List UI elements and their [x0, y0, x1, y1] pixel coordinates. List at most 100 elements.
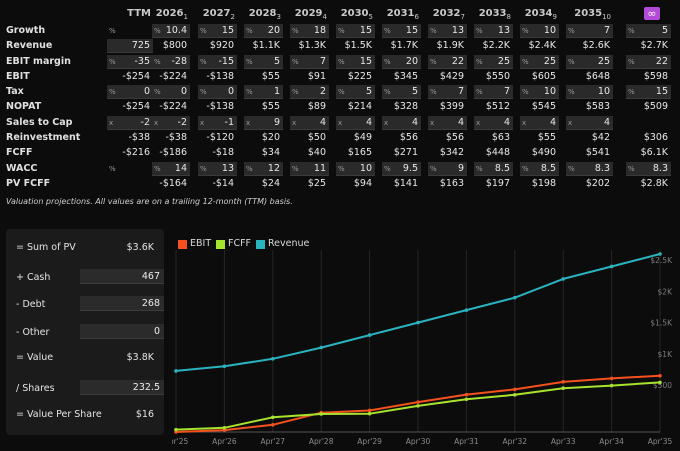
input-cell[interactable]: % 8.3 — [566, 161, 613, 176]
value-cell: $91 — [290, 70, 329, 84]
input-cell[interactable]: % 0 — [107, 85, 153, 100]
value-cell: $490 — [520, 146, 559, 160]
cell-value: 9.5 — [402, 162, 418, 174]
table-row: Tax% 0% 0% 0% 1% 2% 5% 5% 7% 7% 10% 10% 15 — [0, 85, 680, 100]
projection-table: TTM 20261 20272 20283 20294 20305 20316 20327 20… — [0, 6, 680, 192]
input-cell[interactable]: % 5 — [382, 85, 421, 100]
unit-label: % — [522, 57, 529, 66]
input-cell[interactable]: % -28 — [152, 54, 190, 69]
input-cell[interactable]: % 11 — [290, 161, 329, 176]
input-cell[interactable]: % 9.5 — [382, 161, 421, 176]
input-cell[interactable]: % 22 — [428, 54, 467, 69]
input-cell[interactable]: % 5 — [626, 24, 671, 38]
value-cell: $55 — [520, 131, 559, 145]
data-point-fcff — [513, 393, 517, 397]
cell-value: $56 — [445, 132, 464, 144]
input-cell[interactable]: % 8.3 — [626, 161, 671, 176]
input-cell[interactable]: % 13 — [428, 24, 467, 38]
summary-input[interactable]: 232.5 — [80, 380, 164, 395]
input-cell[interactable]: % 15 — [626, 85, 671, 100]
input-cell[interactable]: % 0 — [198, 85, 237, 100]
input-cell[interactable]: % -35 — [107, 54, 153, 69]
value-cell: $509 — [626, 100, 671, 114]
value-cell: $2.6K — [566, 39, 613, 53]
input-cell[interactable]: % 0 — [152, 85, 190, 100]
input-cell[interactable]: % 15 — [382, 24, 421, 38]
table-caption: Valuation projections. All values are on… — [6, 197, 293, 206]
input-cell[interactable]: % 8.5 — [520, 161, 559, 176]
input-cell[interactable]: % 10 — [520, 24, 559, 38]
cell-value: $509 — [643, 101, 668, 113]
column-header: 20316 — [387, 8, 419, 21]
cell-value: -$216 — [122, 147, 150, 159]
input-cell[interactable]: % 15 — [336, 24, 375, 38]
value-cell: $198 — [520, 177, 559, 191]
input-cell[interactable]: % 1 — [244, 85, 283, 100]
unit-label: x — [476, 118, 481, 127]
column-header-label: 2026 — [155, 8, 184, 19]
input-cell[interactable]: % 7 — [566, 24, 613, 38]
cell-value: 20 — [405, 55, 418, 67]
cell-value: 8.3 — [652, 162, 668, 174]
input-cell[interactable]: 725 — [107, 39, 153, 54]
unit-label: % — [154, 164, 161, 173]
x-tick-label: Apr'25 — [172, 437, 189, 446]
input-cell[interactable]: % 8.5 — [474, 161, 513, 176]
data-point-revenue — [174, 369, 178, 373]
input-cell[interactable]: % 5 — [336, 85, 375, 100]
unit-label: % — [246, 57, 253, 66]
input-cell[interactable]: % 15 — [336, 54, 375, 69]
cell-value: 1 — [273, 86, 280, 98]
table-row: EBIT -$254 -$224 -$138 $55 $91 $225 $345 $429 $55… — [0, 70, 680, 85]
input-cell[interactable]: % 10 — [520, 85, 559, 100]
value-cell: $800 — [152, 39, 190, 53]
unit-label: % — [628, 27, 635, 35]
input-cell[interactable]: x -1 — [198, 115, 237, 130]
input-cell[interactable]: % 13 — [474, 24, 513, 38]
input-cell[interactable]: % -15 — [198, 54, 237, 69]
input-cell[interactable]: % 9 — [428, 161, 467, 176]
summary-input[interactable]: 467 — [80, 269, 164, 284]
input-cell[interactable]: % 7 — [428, 85, 467, 100]
input-cell[interactable]: % 2 — [290, 85, 329, 100]
cell-value: -$38 — [165, 132, 187, 144]
value-cell: $2.2K — [474, 39, 513, 53]
summary-value: $3.6K — [126, 242, 154, 253]
input-cell[interactable]: % 5 — [244, 54, 283, 69]
input-cell[interactable]: % 15 — [198, 24, 237, 38]
input-cell[interactable]: % 18 — [290, 24, 329, 38]
input-cell[interactable]: % 12 — [244, 161, 283, 176]
input-cell[interactable]: % 13 — [198, 161, 237, 176]
cell-value: 15 — [359, 25, 372, 36]
input-cell[interactable]: % 7 — [474, 85, 513, 100]
input-cell[interactable]: % 25 — [520, 54, 559, 69]
cell-value: $648 — [585, 70, 610, 82]
input-cell[interactable]: % 10 — [336, 161, 375, 176]
input-cell[interactable]: % 7 — [290, 54, 329, 69]
cell-value: 8.5 — [540, 162, 556, 174]
summary-input[interactable]: 268 — [80, 296, 164, 311]
input-cell[interactable]: % 25 — [474, 54, 513, 69]
input-cell[interactable]: x -2 — [107, 115, 153, 130]
input-cell[interactable]: % 14 — [152, 161, 190, 176]
input-cell[interactable]: x -2 — [152, 115, 190, 130]
input-cell[interactable]: % 10 — [566, 85, 613, 100]
input-cell[interactable]: % 22 — [626, 54, 671, 69]
unit-label: x — [384, 118, 389, 127]
input-cell[interactable]: % 20 — [382, 54, 421, 69]
summary-input[interactable]: 0 — [80, 324, 164, 339]
unit-label: % — [154, 88, 161, 97]
cell-value: $24 — [261, 177, 280, 189]
input-cell[interactable]: % 20 — [244, 24, 283, 38]
unit-label: x — [109, 118, 114, 127]
input-cell[interactable]: % 10.4 — [152, 24, 190, 38]
input-cell[interactable]: % 25 — [566, 54, 613, 69]
